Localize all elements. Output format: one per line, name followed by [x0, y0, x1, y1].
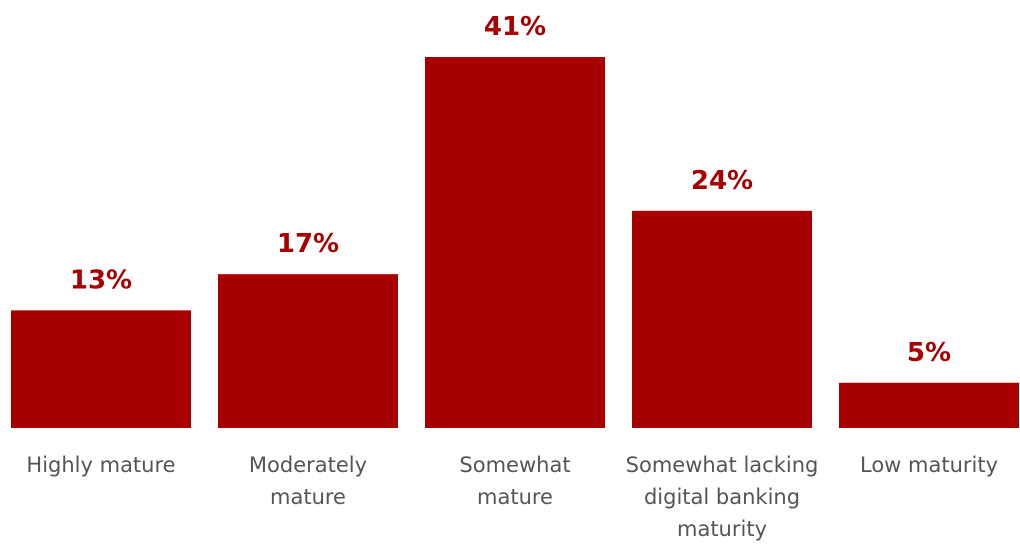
bar-5	[839, 382, 1019, 428]
category-label-line: Somewhat lacking	[626, 453, 819, 477]
category-label-3: Somewhat mature	[459, 453, 570, 509]
category-label-line: Somewhat	[459, 453, 570, 477]
category-label-line: digital banking	[644, 485, 800, 509]
category-label-line: mature	[477, 485, 553, 509]
category-label-5: Low maturity	[860, 453, 998, 477]
value-label-4: 24%	[691, 166, 753, 196]
value-label-3: 41%	[484, 12, 546, 42]
category-label-1: Highly mature	[26, 453, 175, 477]
category-label-line: Highly mature	[26, 453, 175, 477]
category-label-4: Somewhat lacking digital banking maturity	[626, 453, 819, 541]
category-label-line: Moderately	[249, 453, 367, 477]
bar-2	[218, 274, 398, 428]
bar-4	[632, 210, 812, 428]
value-label-5: 5%	[907, 338, 951, 368]
category-label-line: Low maturity	[860, 453, 998, 477]
bar-1	[11, 310, 191, 428]
category-label-line: mature	[270, 485, 346, 509]
value-label-1: 13%	[70, 265, 132, 295]
category-label-2: Moderately mature	[249, 453, 367, 509]
bar-3	[425, 57, 605, 428]
category-label-line: maturity	[677, 517, 767, 541]
value-label-2: 17%	[277, 229, 339, 259]
